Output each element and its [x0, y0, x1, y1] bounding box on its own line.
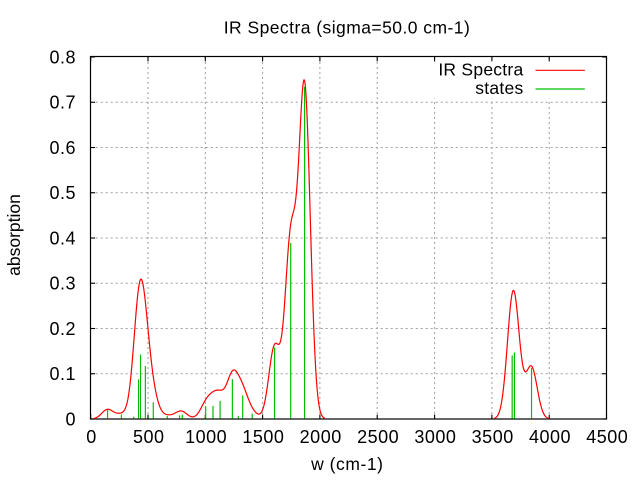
- svg-text:3500: 3500: [472, 427, 514, 447]
- svg-text:0.4: 0.4: [49, 228, 76, 248]
- svg-text:4000: 4000: [529, 427, 571, 447]
- svg-text:absorption: absorption: [4, 194, 24, 276]
- svg-text:0: 0: [65, 409, 76, 429]
- svg-text:2500: 2500: [357, 427, 399, 447]
- svg-text:1000: 1000: [185, 427, 227, 447]
- svg-text:states: states: [475, 78, 523, 98]
- svg-text:3000: 3000: [414, 427, 456, 447]
- svg-text:0.5: 0.5: [49, 183, 76, 203]
- svg-text:0.1: 0.1: [49, 364, 76, 384]
- svg-text:1500: 1500: [242, 427, 284, 447]
- svg-text:0.8: 0.8: [49, 47, 76, 67]
- svg-text:0.2: 0.2: [49, 319, 76, 339]
- svg-text:2000: 2000: [300, 427, 342, 447]
- svg-text:IR Spectra (sigma=50.0 cm-1): IR Spectra (sigma=50.0 cm-1): [224, 18, 471, 38]
- svg-text:0.3: 0.3: [49, 274, 76, 294]
- svg-text:500: 500: [133, 427, 165, 447]
- svg-text:4500: 4500: [586, 427, 628, 447]
- svg-text:IR Spectra: IR Spectra: [438, 60, 523, 80]
- svg-text:0.6: 0.6: [49, 138, 76, 158]
- svg-text:0.7: 0.7: [49, 93, 76, 113]
- svg-text:w (cm-1): w (cm-1): [310, 454, 383, 474]
- svg-text:0: 0: [86, 427, 97, 447]
